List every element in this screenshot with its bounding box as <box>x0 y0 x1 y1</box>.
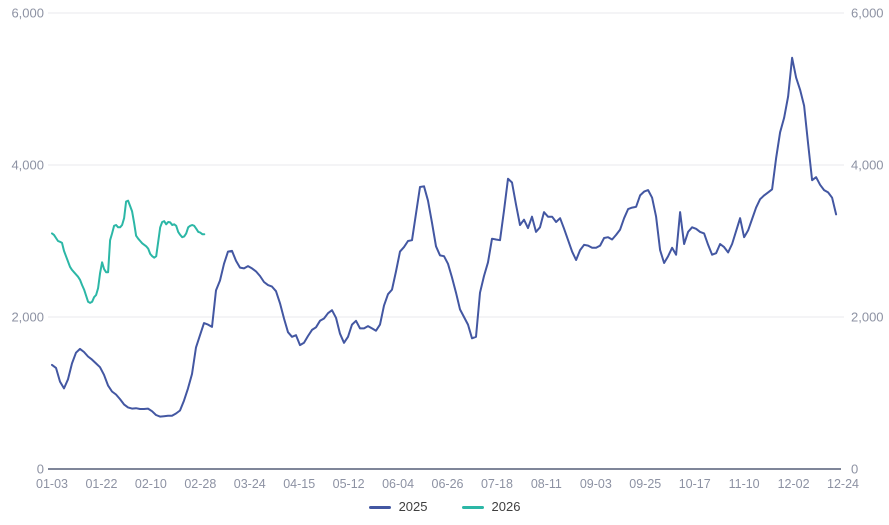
x-axis-label-07-18: 07-18 <box>481 477 513 491</box>
y-axis-label-left-0: 0 <box>37 462 44 477</box>
x-axis-label-09-25: 09-25 <box>629 477 661 491</box>
y-axis-label-right-0: 0 <box>851 462 858 477</box>
x-axis-label-04-15: 04-15 <box>283 477 315 491</box>
y-axis-label-right-4000: 4,000 <box>851 158 884 173</box>
legend-swatch-2026 <box>461 505 484 509</box>
x-axis-label-01-22: 01-22 <box>85 477 117 491</box>
y-axis-label-right-6000: 6,000 <box>851 6 884 21</box>
y-axis-label-left-2000: 2,000 <box>11 310 44 325</box>
legend-swatch-2025 <box>368 505 391 509</box>
x-axis-label-09-03: 09-03 <box>580 477 612 491</box>
x-axis-label-08-11: 08-11 <box>531 477 562 491</box>
x-axis-label-01-03: 01-03 <box>36 477 68 491</box>
x-axis-label-12-02: 12-02 <box>778 477 810 491</box>
legend-item-2025[interactable]: 2025 <box>368 499 428 515</box>
legend-label-2025: 2025 <box>398 499 428 514</box>
series-line-2025 <box>51 56 838 418</box>
x-axis-label-11-10: 11-10 <box>729 477 760 491</box>
legend-item-2026[interactable]: 2026 <box>461 499 521 515</box>
series-line-2026 <box>51 199 206 304</box>
x-axis-label-06-26: 06-26 <box>432 477 464 491</box>
y-axis-label-right-2000: 2,000 <box>851 310 884 325</box>
x-axis-label-02-28: 02-28 <box>184 477 216 491</box>
chart-legend: 2025 2026 <box>0 499 889 515</box>
x-axis-label-10-17: 10-17 <box>679 477 711 491</box>
y-axis-label-left-4000: 4,000 <box>11 158 44 173</box>
legend-label-2026: 2026 <box>491 499 521 514</box>
x-axis-label-12-24: 12-24 <box>827 477 859 491</box>
x-axis-label-03-24: 03-24 <box>234 477 266 491</box>
x-axis-label-05-12: 05-12 <box>333 477 365 491</box>
x-axis-label-02-10: 02-10 <box>135 477 167 491</box>
x-axis-label-06-04: 06-04 <box>382 477 414 491</box>
y-axis-label-left-6000: 6,000 <box>11 6 44 21</box>
